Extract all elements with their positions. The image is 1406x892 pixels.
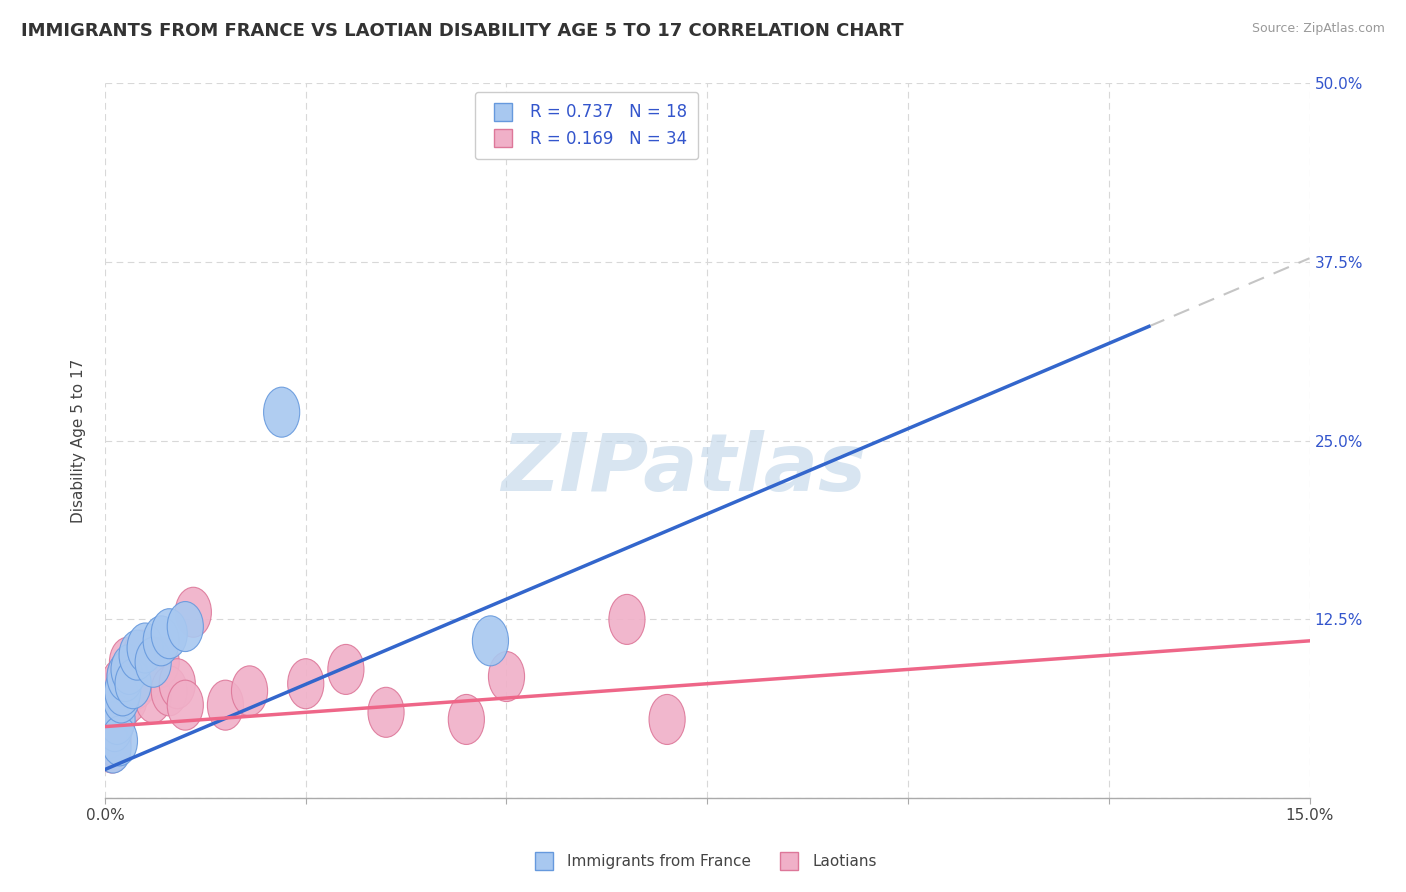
- Ellipse shape: [167, 681, 204, 731]
- Ellipse shape: [328, 644, 364, 695]
- Ellipse shape: [96, 716, 131, 766]
- Ellipse shape: [101, 658, 138, 709]
- Ellipse shape: [93, 695, 129, 745]
- Ellipse shape: [167, 601, 204, 651]
- Ellipse shape: [96, 723, 131, 773]
- Ellipse shape: [103, 673, 139, 723]
- Ellipse shape: [143, 637, 180, 688]
- Ellipse shape: [98, 695, 135, 745]
- Ellipse shape: [135, 637, 172, 688]
- Ellipse shape: [650, 695, 685, 745]
- Ellipse shape: [135, 673, 172, 723]
- Ellipse shape: [98, 665, 135, 716]
- Ellipse shape: [104, 681, 141, 731]
- Ellipse shape: [127, 623, 163, 673]
- Ellipse shape: [143, 615, 180, 665]
- Legend: Immigrants from France, Laotians: Immigrants from France, Laotians: [523, 848, 883, 875]
- Ellipse shape: [263, 387, 299, 437]
- Ellipse shape: [115, 644, 152, 695]
- Ellipse shape: [107, 651, 143, 702]
- Ellipse shape: [152, 608, 187, 658]
- Ellipse shape: [91, 709, 127, 759]
- Ellipse shape: [90, 702, 125, 752]
- Ellipse shape: [207, 681, 243, 731]
- Ellipse shape: [176, 587, 211, 637]
- Ellipse shape: [107, 651, 143, 702]
- Ellipse shape: [120, 630, 155, 681]
- Ellipse shape: [120, 658, 155, 709]
- Ellipse shape: [232, 665, 267, 716]
- Ellipse shape: [94, 723, 131, 773]
- Ellipse shape: [91, 681, 127, 731]
- Ellipse shape: [111, 673, 148, 723]
- Ellipse shape: [488, 651, 524, 702]
- Ellipse shape: [609, 594, 645, 644]
- Ellipse shape: [288, 658, 323, 709]
- Text: Source: ZipAtlas.com: Source: ZipAtlas.com: [1251, 22, 1385, 36]
- Ellipse shape: [127, 651, 163, 702]
- Ellipse shape: [152, 665, 187, 716]
- Ellipse shape: [91, 716, 128, 766]
- Ellipse shape: [449, 695, 485, 745]
- Text: ZIPatlas: ZIPatlas: [501, 430, 866, 508]
- Legend: R = 0.737   N = 18, R = 0.169   N = 34: R = 0.737 N = 18, R = 0.169 N = 34: [475, 92, 699, 160]
- Y-axis label: Disability Age 5 to 17: Disability Age 5 to 17: [72, 359, 86, 523]
- Text: IMMIGRANTS FROM FRANCE VS LAOTIAN DISABILITY AGE 5 TO 17 CORRELATION CHART: IMMIGRANTS FROM FRANCE VS LAOTIAN DISABI…: [21, 22, 904, 40]
- Ellipse shape: [97, 688, 132, 738]
- Ellipse shape: [104, 665, 141, 716]
- Ellipse shape: [101, 716, 138, 766]
- Ellipse shape: [98, 695, 135, 745]
- Ellipse shape: [110, 637, 146, 688]
- Ellipse shape: [472, 615, 509, 665]
- Ellipse shape: [111, 644, 148, 695]
- Ellipse shape: [159, 658, 195, 709]
- Ellipse shape: [124, 630, 159, 681]
- Ellipse shape: [115, 658, 152, 709]
- Ellipse shape: [368, 688, 404, 738]
- Ellipse shape: [103, 673, 139, 723]
- Ellipse shape: [97, 702, 132, 752]
